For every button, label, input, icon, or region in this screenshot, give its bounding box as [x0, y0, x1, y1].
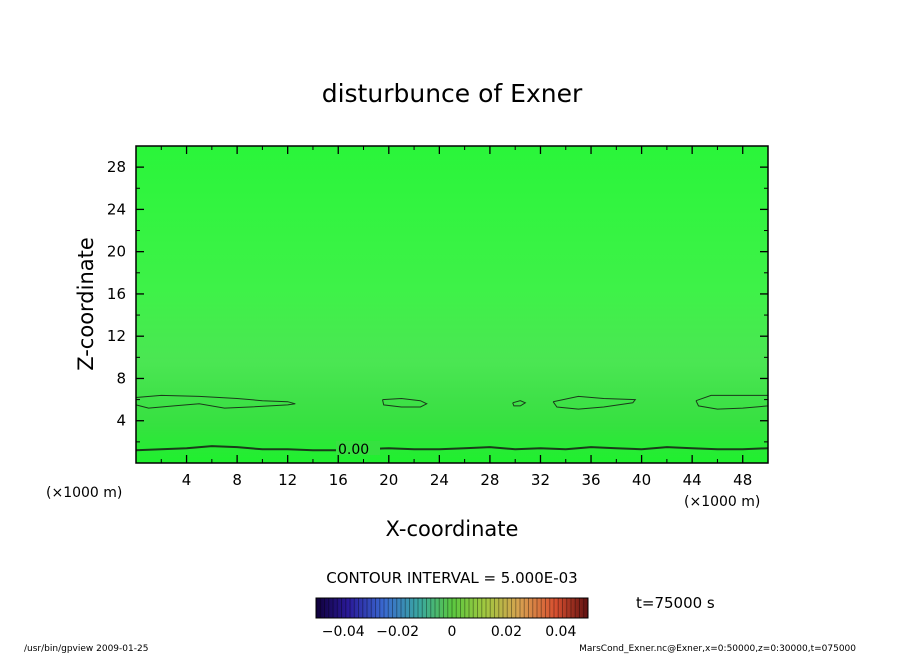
- x-unit-left: (×1000 m): [46, 485, 122, 501]
- plot-frame: [135, 145, 769, 464]
- y-axis-label: Z-coordinate: [74, 237, 98, 371]
- contour-label: 0.00: [338, 442, 369, 458]
- colorbar-stripes: [319, 598, 585, 618]
- colorbar-tick-label: 0.02: [491, 624, 522, 640]
- x-tick-label: 24: [430, 471, 449, 489]
- plot-field: [136, 146, 768, 463]
- y-tick-label: 28: [107, 158, 126, 176]
- x-tick-label: 8: [232, 471, 242, 489]
- y-tick-label: 4: [116, 412, 126, 430]
- x-tick-label: 32: [531, 471, 550, 489]
- footer-right: MarsCond_Exner.nc@Exner,x=0:50000,z=0:30…: [579, 644, 856, 654]
- footer-left: /usr/bin/gpview 2009-01-25: [24, 644, 148, 654]
- chart-title: disturbunce of Exner: [322, 79, 583, 108]
- y-tick-label: 16: [107, 285, 126, 303]
- x-tick-label: 20: [379, 471, 398, 489]
- x-axis-label: X-coordinate: [386, 517, 519, 541]
- colorbar-tick-label: 0.04: [545, 624, 576, 640]
- x-tick-label: 4: [182, 471, 192, 489]
- time-label: t=75000 s: [636, 594, 715, 612]
- x-tick-label: 12: [278, 471, 297, 489]
- x-tick-label: 36: [581, 471, 600, 489]
- contour-line: [512, 400, 527, 407]
- contour-interval: CONTOUR INTERVAL = 5.000E-03: [326, 569, 577, 587]
- contour-line: [382, 397, 428, 408]
- y-tick-label: 8: [116, 369, 126, 387]
- contour-zero: [135, 445, 769, 452]
- contour-line: [135, 394, 296, 409]
- colorbar-tick-label: −0.04: [322, 624, 365, 640]
- x-tick-label: 40: [632, 471, 651, 489]
- y-tick-label: 24: [107, 200, 126, 218]
- x-unit-right: (×1000 m): [684, 494, 760, 510]
- colorbar-ticks: −0.04 −0.02 0 0.02 0.04: [322, 624, 577, 640]
- colorbar-tick-label: −0.02: [376, 624, 419, 640]
- y-tick-label: 20: [107, 243, 126, 261]
- x-tick-label: 44: [683, 471, 702, 489]
- x-tick-label: 16: [329, 471, 348, 489]
- y-tick-label: 12: [107, 327, 126, 345]
- colorbar-tick-label: 0: [448, 624, 457, 640]
- x-tick-label: 28: [480, 471, 499, 489]
- x-tick-label: 48: [733, 471, 752, 489]
- contour-line: [552, 395, 637, 410]
- colorbar: [315, 597, 589, 619]
